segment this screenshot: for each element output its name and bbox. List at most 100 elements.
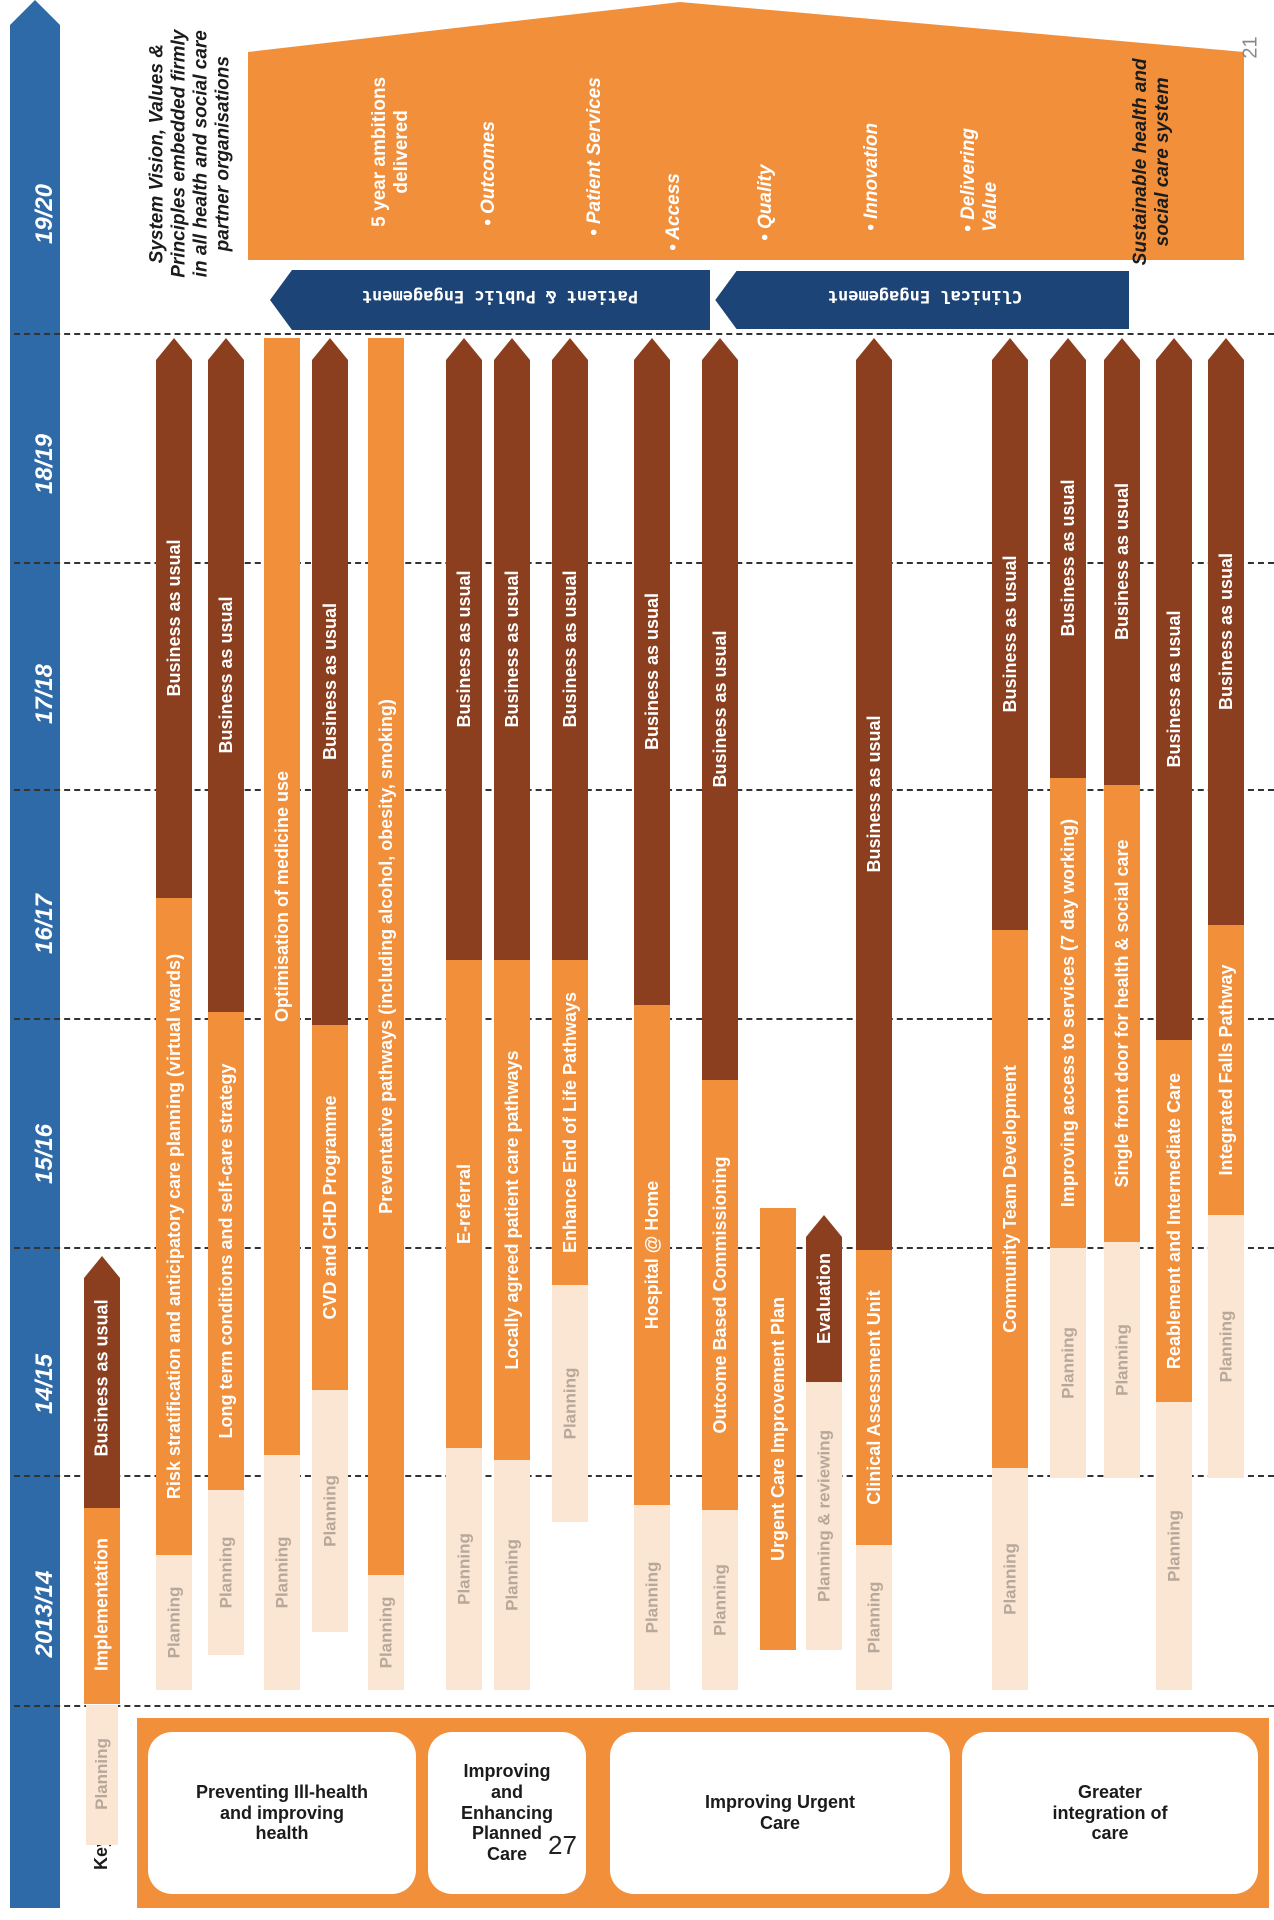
page-number: 21 <box>1239 36 1262 59</box>
bau-label: Business as usual <box>1058 479 1078 636</box>
sustainable-text: Sustainable health and social care syste… <box>1130 58 1173 266</box>
bau-label: Business as usual <box>1112 483 1132 640</box>
implementation-bar <box>634 1005 670 1505</box>
planning-label: Planning <box>455 1533 474 1605</box>
planning-bar <box>312 1390 348 1632</box>
implementation-bar <box>1104 785 1140 1242</box>
bau-arrow <box>552 338 588 960</box>
bau-label: Business as usual <box>1164 610 1184 767</box>
bau-arrow <box>634 338 670 1005</box>
ambition-title: 5 year ambitions delivered <box>369 76 412 227</box>
planning-label: Planning <box>273 1537 292 1609</box>
bau-label: Business as usual <box>1000 555 1020 712</box>
planning-label: Planning <box>711 1564 730 1636</box>
ambition-patient-services: • Patient Services <box>584 77 606 236</box>
implementation-bar <box>1156 1040 1192 1402</box>
bau-label: Business as usual <box>164 539 184 696</box>
bau-label: Business as usual <box>1216 553 1236 710</box>
ambition-outcomes: • Outcomes <box>478 121 500 226</box>
implementation-label: Long term conditions and self-care strat… <box>216 1063 236 1438</box>
theme-preventing: Preventing Ill-health and improving heal… <box>148 1732 416 1894</box>
theme-urgent-care: Improving Urgent Care <box>610 1732 950 1894</box>
planning-bar <box>1104 1242 1140 1478</box>
planning-label: Planning <box>1113 1324 1132 1396</box>
implementation-bar <box>208 1012 244 1490</box>
implementation-label: Single front door for health & social ca… <box>1112 839 1132 1187</box>
implementation-label: CVD and CHD Programme <box>320 1095 340 1319</box>
planning-label: Planning <box>1165 1510 1184 1582</box>
bau-label: Business as usual <box>864 715 884 872</box>
implementation-bar <box>702 1080 738 1510</box>
planning-bar <box>552 1285 588 1522</box>
bau-arrow <box>446 338 482 960</box>
implementation-bar <box>992 930 1028 1468</box>
implementation-label: Urgent Care Improvement Plan <box>768 1297 788 1561</box>
bau-arrow <box>1156 338 1192 1040</box>
planning-bar <box>806 1382 842 1650</box>
planning-label: Planning <box>165 1587 184 1659</box>
planning-label: Planning & reviewing <box>815 1430 834 1602</box>
implementation-label: Hospital @ Home <box>642 1181 662 1330</box>
planning-label: Planning <box>217 1537 236 1609</box>
implementation-bar <box>1208 925 1244 1215</box>
vision-text: System Vision, Values & Principles embed… <box>146 29 233 278</box>
bau-arrow <box>702 338 738 1080</box>
bau-label: Business as usual <box>642 593 662 750</box>
divider-start <box>14 1705 1274 1707</box>
planning-bar <box>856 1545 892 1690</box>
implementation-label: Locally agreed patient care pathways <box>502 1050 522 1369</box>
planning-bar <box>1050 1248 1086 1478</box>
bau-label: Evaluation <box>814 1253 834 1344</box>
planning-bar <box>208 1490 244 1655</box>
bau-arrow <box>992 338 1028 930</box>
planning-label: Planning <box>561 1368 580 1440</box>
implementation-bar <box>552 960 588 1285</box>
bau-label: Business as usual <box>216 596 236 753</box>
bau-arrow <box>806 1215 842 1382</box>
implementation-bar <box>760 1208 796 1650</box>
engagement-patient: Patient & Public Engagement <box>361 286 639 306</box>
planning-label: Planning <box>643 1562 662 1634</box>
key-planning-swatch <box>86 1705 118 1845</box>
bau-arrow <box>1050 338 1086 778</box>
ambition-access: • Access <box>663 173 685 251</box>
timeline-axis <box>10 0 60 1908</box>
theme-integration: Greater integration of care <box>962 1732 1258 1894</box>
engagement-clinical: Clinical Engagement <box>827 286 1023 306</box>
implementation-bar <box>368 338 404 1575</box>
implementation-bar <box>1050 778 1086 1248</box>
key-bau-swatch <box>84 1256 120 1508</box>
implementation-label: Improving access to services (7 day work… <box>1058 819 1078 1207</box>
implementation-bar <box>156 898 192 1555</box>
bau-label: Business as usual <box>320 603 340 760</box>
bau-arrow <box>856 338 892 1250</box>
bau-label: Business as usual <box>502 570 522 727</box>
key-implementation-swatch <box>84 1508 120 1704</box>
ambition-innovation: • Innovation <box>861 122 883 231</box>
ambitions-house <box>248 2 1244 260</box>
planning-bar <box>156 1555 192 1690</box>
planning-bar <box>264 1455 300 1690</box>
bau-arrow <box>494 338 530 960</box>
theme-planned-care: Improving and Enhancing Planned Care <box>428 1732 586 1894</box>
bau-label: Business as usual <box>454 570 474 727</box>
implementation-bar <box>264 338 300 1455</box>
implementation-label: Optimisation of medicine use <box>272 771 292 1022</box>
implementation-label: Preventative pathways (including alcohol… <box>376 699 396 1214</box>
ambition-quality: • Quality <box>755 164 777 241</box>
implementation-label: Enhance End of Life Pathways <box>560 992 580 1253</box>
bau-arrow <box>156 338 192 898</box>
implementation-bar <box>312 1025 348 1390</box>
implementation-label: Outcome Based Commissioning <box>710 1156 730 1433</box>
planning-bar <box>1156 1402 1192 1690</box>
implementation-label: Community Team Development <box>1000 1065 1020 1333</box>
implementation-bar <box>856 1250 892 1545</box>
bau-arrow <box>1104 338 1140 785</box>
implementation-bar <box>446 960 482 1448</box>
bau-label: Business as usual <box>710 630 730 787</box>
planning-label: Planning <box>503 1539 522 1611</box>
planning-label: Planning <box>1217 1311 1236 1383</box>
planning-bar <box>992 1468 1028 1690</box>
bau-arrow <box>1208 338 1244 925</box>
planning-bar <box>446 1448 482 1690</box>
